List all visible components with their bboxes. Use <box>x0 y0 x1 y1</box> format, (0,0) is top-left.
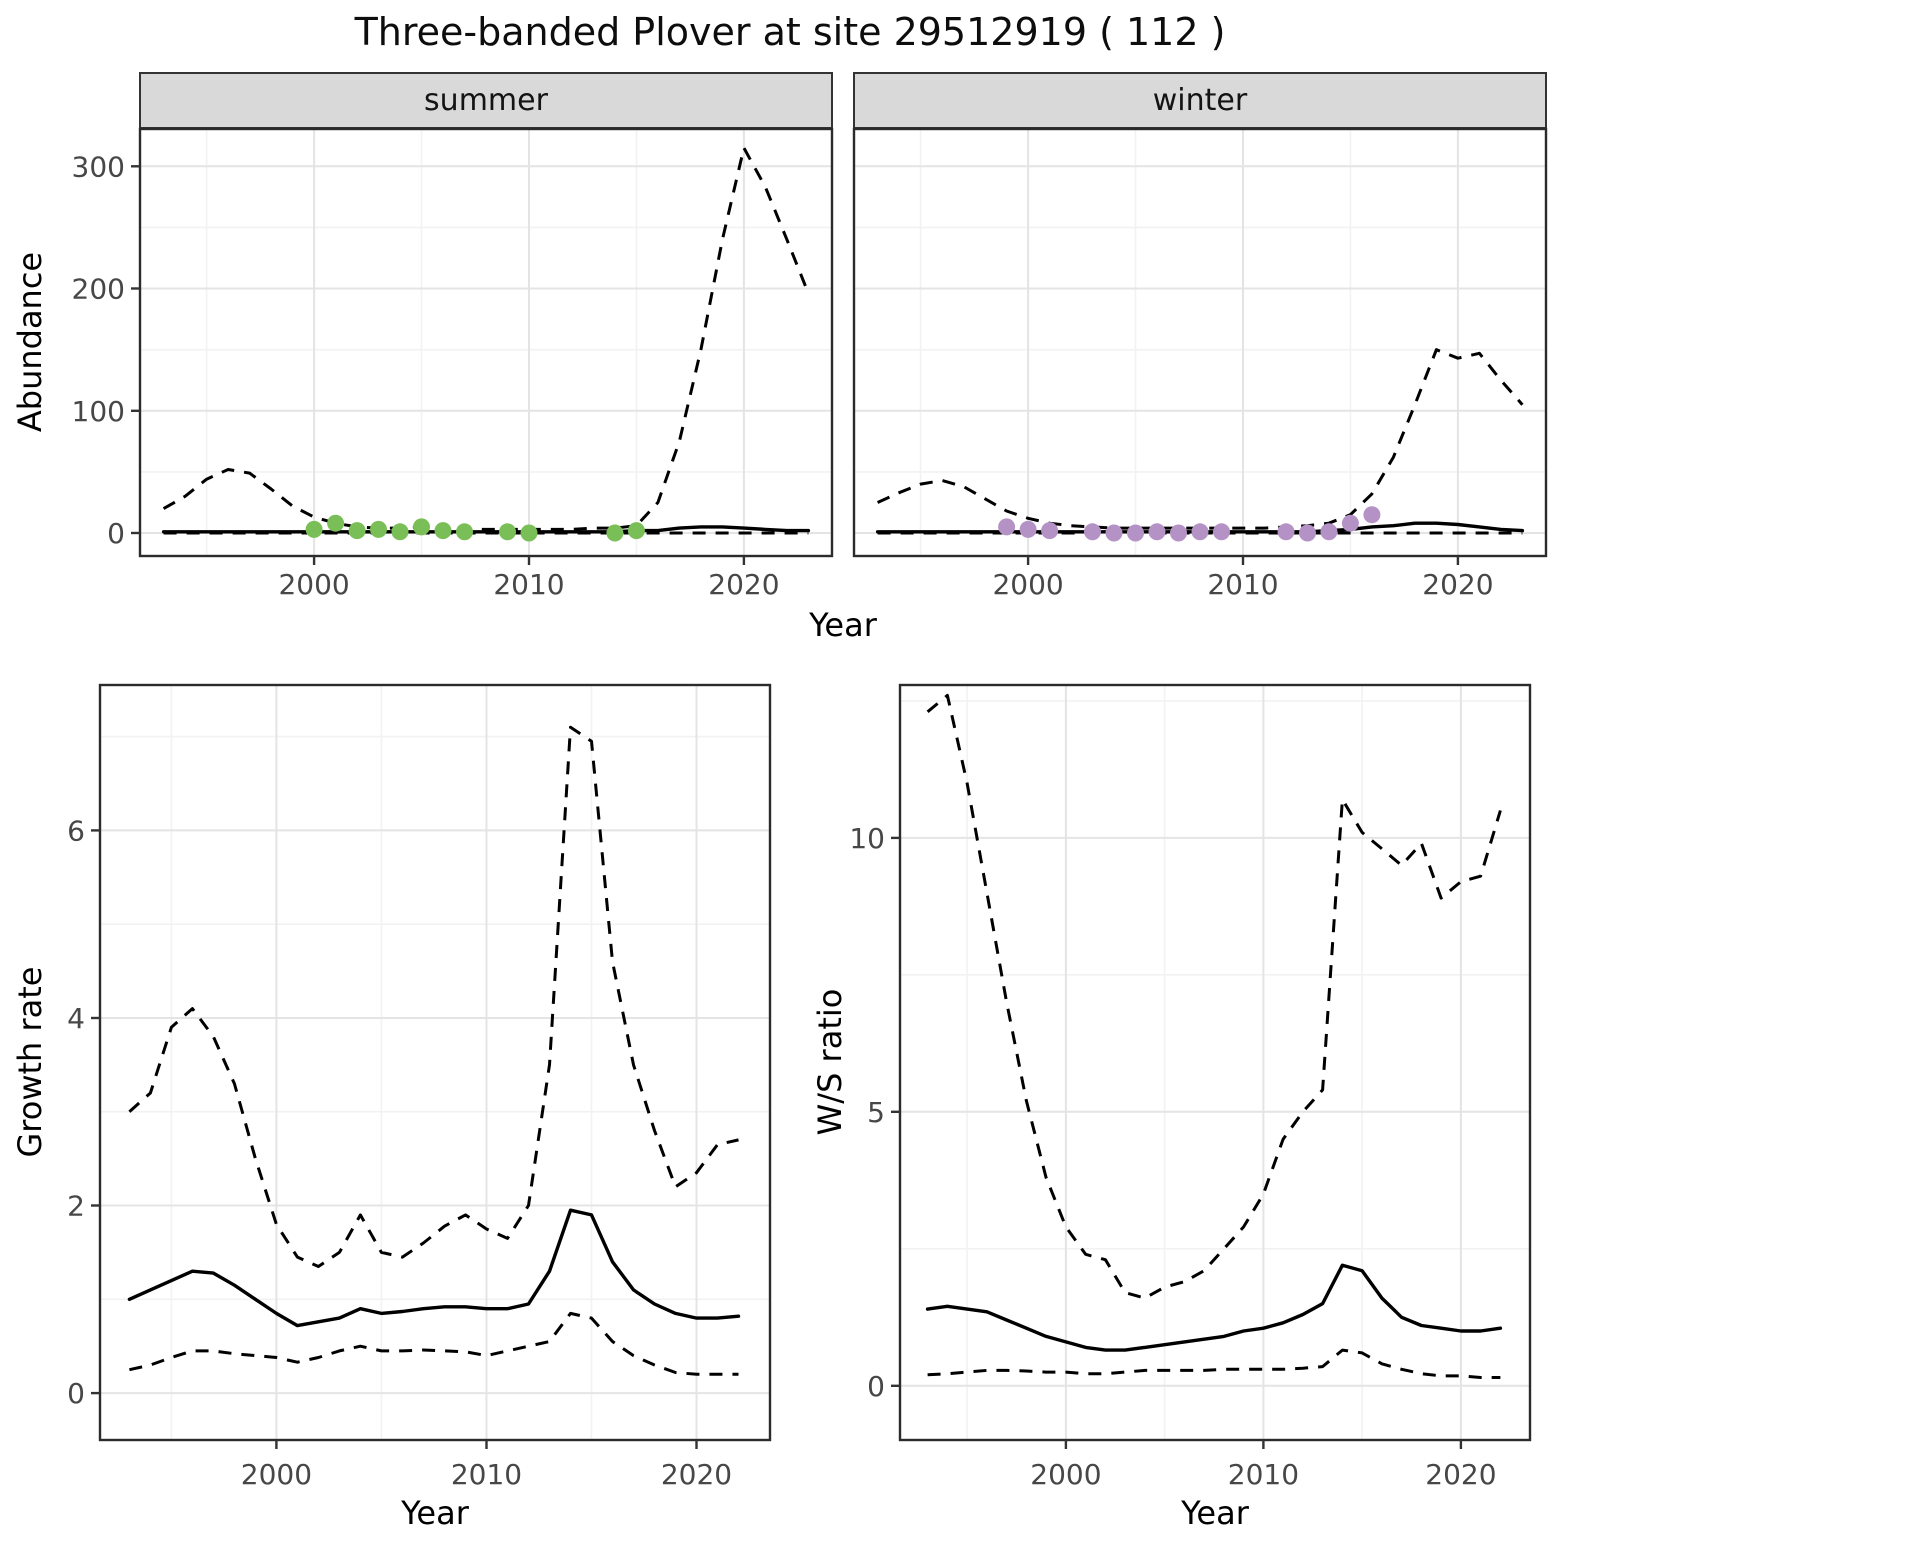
panel-border <box>852 127 1548 558</box>
x-tick-label: 2000 <box>992 568 1063 601</box>
facet-strip-summer: summer <box>139 72 833 129</box>
x-tick-label: 2000 <box>1030 1458 1101 1491</box>
x-tick-label: 2020 <box>1422 568 1493 601</box>
observed-point <box>413 518 430 536</box>
panel-background <box>100 685 770 1440</box>
y-tick-label: 0 <box>107 517 125 550</box>
observed-point <box>1299 524 1316 542</box>
growth-rate-chart: 2000 2010 2020 0 2 4 6 <box>67 683 772 1491</box>
x-tick-label: 2000 <box>241 1458 312 1491</box>
observed-point <box>1363 506 1381 524</box>
observed-point <box>1148 523 1166 541</box>
y-tick-label: 6 <box>67 814 85 847</box>
upper-ci-line <box>162 146 810 531</box>
observed-point <box>1191 523 1209 541</box>
observed-point <box>520 524 538 542</box>
y-tick-label: 100 <box>72 395 125 428</box>
upper-ci-line <box>926 693 1502 1300</box>
x-tick-label: 2010 <box>1228 1458 1299 1491</box>
y-tick-label: 2 <box>67 1190 85 1223</box>
figure-title: Three-banded Plover at site 29512919 ( 1… <box>354 10 1226 54</box>
observed-point <box>1127 524 1144 542</box>
ws-ratio-y-axis-title: W/S ratio <box>811 988 849 1136</box>
y-tick-label: 200 <box>72 273 125 306</box>
panel-border <box>138 127 834 558</box>
abundance-x-axis-title: Year <box>809 606 877 644</box>
observed-point <box>1019 520 1037 538</box>
fit-line <box>127 1208 741 1328</box>
y-tick-label: 0 <box>867 1370 885 1403</box>
x-tick-label: 2020 <box>661 1458 732 1491</box>
x-tick-label: 2020 <box>1425 1458 1496 1491</box>
observed-point <box>499 523 516 541</box>
observed-point <box>998 518 1016 536</box>
panel-border <box>98 683 772 1442</box>
y-tick-label: 5 <box>867 1096 885 1129</box>
observed-point <box>1213 523 1230 541</box>
abundance-y-axis-title: Abundance <box>11 251 49 433</box>
observed-point <box>1320 523 1338 541</box>
observed-point <box>348 522 366 540</box>
fit-line <box>925 1263 1503 1352</box>
observed-point <box>391 523 409 541</box>
growth-rate-x-axis-title: Year <box>401 1494 469 1532</box>
panel-background <box>900 685 1530 1440</box>
observed-point <box>434 522 452 540</box>
y-tick-label: 300 <box>72 150 125 183</box>
fit-line <box>161 525 811 534</box>
observed-point <box>1277 523 1295 541</box>
lower-ci-line <box>927 1348 1501 1379</box>
abundance-summer-chart: 2000 2010 2020 0 100 200 300 <box>72 127 834 601</box>
observed-point <box>327 514 345 532</box>
panel-background <box>854 129 1546 556</box>
observed-point <box>1041 522 1059 540</box>
observed-point <box>1084 523 1101 541</box>
observed-point <box>305 520 323 538</box>
observed-point <box>606 524 624 542</box>
panel-background <box>140 129 832 556</box>
x-tick-label: 2020 <box>708 568 779 601</box>
x-tick-label: 2000 <box>278 568 349 601</box>
observed-point <box>1170 524 1187 542</box>
ws-ratio-x-axis-title: Year <box>1181 1494 1249 1532</box>
lower-ci-line <box>129 1311 739 1376</box>
y-tick-label: 4 <box>67 1002 85 1035</box>
x-tick-label: 2010 <box>451 1458 522 1491</box>
panel-border <box>898 683 1532 1442</box>
ws-ratio-chart: 2000 2010 2020 0 5 10 <box>849 683 1532 1491</box>
observed-point <box>1341 514 1359 532</box>
observed-point <box>627 522 645 540</box>
observed-point <box>370 520 387 538</box>
y-tick-label: 0 <box>67 1377 85 1410</box>
x-tick-label: 2010 <box>493 568 564 601</box>
facet-strip-winter-label: winter <box>1152 83 1248 118</box>
upper-ci-line <box>876 348 1524 530</box>
growth-rate-y-axis-title: Growth rate <box>11 966 49 1158</box>
facet-strip-summer-label: summer <box>424 83 548 118</box>
x-tick-label: 2010 <box>1207 568 1278 601</box>
observed-point <box>1105 524 1123 542</box>
y-tick-label: 10 <box>849 822 885 855</box>
observed-point <box>456 523 473 541</box>
abundance-winter-chart: 2000 2010 2020 <box>852 127 1548 601</box>
